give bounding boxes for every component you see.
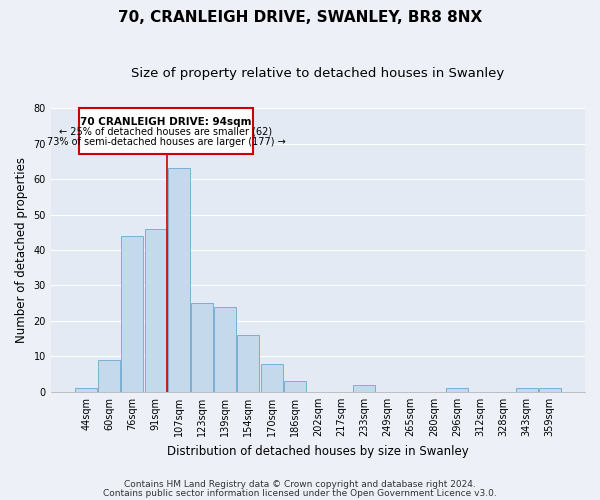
- Bar: [214, 307, 236, 392]
- Text: 70 CRANLEIGH DRIVE: 94sqm: 70 CRANLEIGH DRIVE: 94sqm: [80, 117, 252, 127]
- Bar: [284, 382, 306, 392]
- Bar: [145, 228, 167, 392]
- Bar: [238, 335, 259, 392]
- Bar: [168, 168, 190, 392]
- Y-axis label: Number of detached properties: Number of detached properties: [15, 157, 28, 343]
- Bar: [121, 236, 143, 392]
- Bar: [75, 388, 97, 392]
- Bar: [353, 385, 375, 392]
- Text: 73% of semi-detached houses are larger (177) →: 73% of semi-detached houses are larger (…: [47, 137, 286, 147]
- Text: ← 25% of detached houses are smaller (62): ← 25% of detached houses are smaller (62…: [59, 126, 272, 136]
- Title: Size of property relative to detached houses in Swanley: Size of property relative to detached ho…: [131, 68, 505, 80]
- Bar: [446, 388, 468, 392]
- X-axis label: Distribution of detached houses by size in Swanley: Distribution of detached houses by size …: [167, 444, 469, 458]
- Bar: [260, 364, 283, 392]
- Bar: [515, 388, 538, 392]
- Text: 70, CRANLEIGH DRIVE, SWANLEY, BR8 8NX: 70, CRANLEIGH DRIVE, SWANLEY, BR8 8NX: [118, 10, 482, 25]
- FancyBboxPatch shape: [79, 108, 253, 154]
- Text: Contains HM Land Registry data © Crown copyright and database right 2024.: Contains HM Land Registry data © Crown c…: [124, 480, 476, 489]
- Bar: [539, 388, 561, 392]
- Bar: [98, 360, 120, 392]
- Bar: [191, 303, 213, 392]
- Text: Contains public sector information licensed under the Open Government Licence v3: Contains public sector information licen…: [103, 488, 497, 498]
